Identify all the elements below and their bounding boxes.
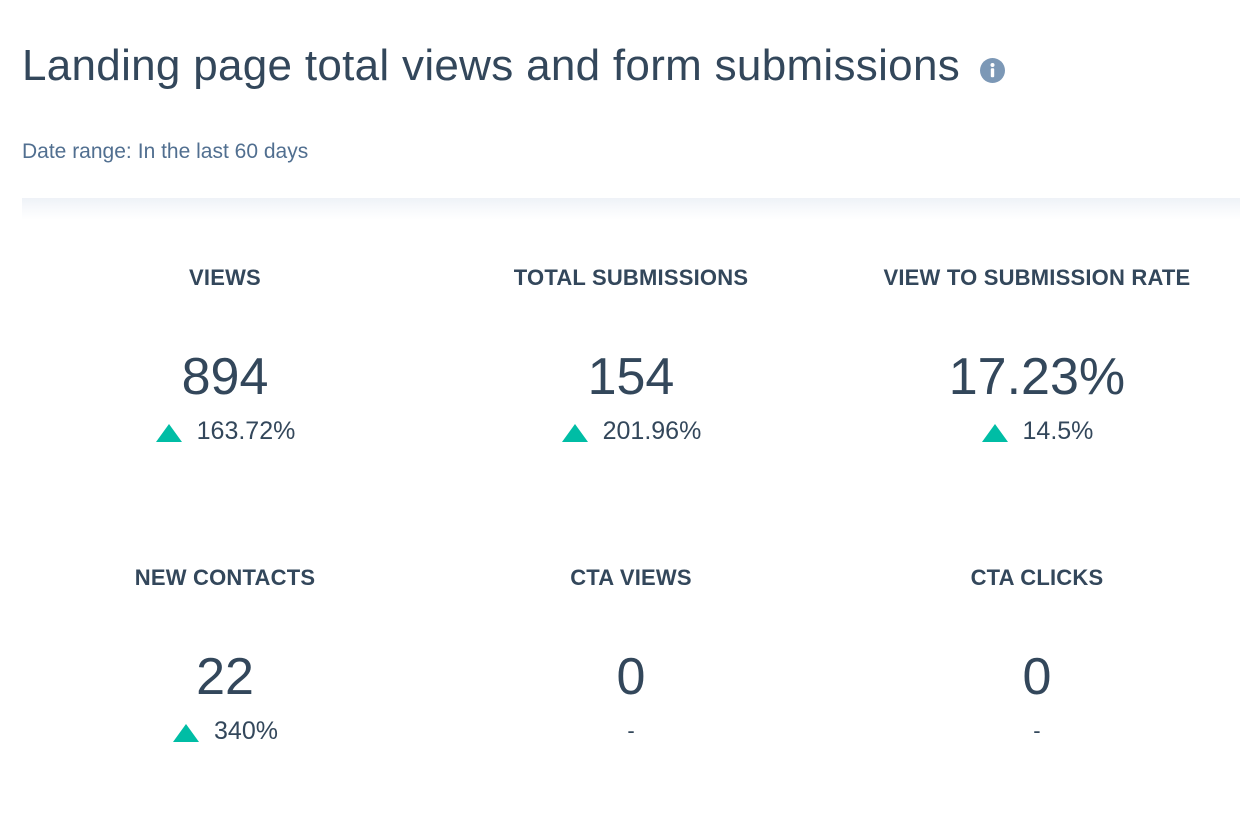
kpi-value: 0: [616, 648, 646, 706]
kpi-cta-views: CTA VIEWS 0 -: [428, 540, 834, 840]
kpi-label: VIEWS: [189, 265, 261, 290]
kpi-change-value: -: [627, 718, 635, 743]
kpi-label: VIEW TO SUBMISSION RATE: [883, 265, 1191, 290]
report-title: Landing page total views and form submis…: [22, 41, 961, 90]
date-range: Date range: In the last 60 days: [22, 140, 308, 164]
triangle-up-icon: [981, 421, 1009, 442]
triangle-up-icon: [561, 421, 589, 442]
kpi-new-contacts: NEW CONTACTS 22 340%: [22, 540, 428, 840]
kpi-change: -: [1033, 713, 1040, 749]
kpi-change-value: 201.96%: [602, 416, 702, 445]
info-circle-icon[interactable]: [980, 57, 1006, 83]
kpi-label: NEW CONTACTS: [134, 565, 316, 590]
kpi-value: 0: [1022, 648, 1052, 706]
kpi-value: 894: [181, 348, 269, 406]
kpi-change: 163.72%: [155, 413, 296, 449]
date-range-label: Date range:: [22, 140, 132, 163]
kpi-change: 14.5%: [981, 413, 1094, 449]
kpi-total-submissions: TOTAL SUBMISSIONS 154 201.96%: [428, 240, 834, 540]
kpi-label: CTA CLICKS: [970, 565, 1104, 590]
kpi-value: 22: [196, 648, 254, 706]
triangle-up-icon: [155, 421, 183, 442]
kpi-change: 201.96%: [561, 413, 702, 449]
kpi-value: 154: [587, 348, 675, 406]
kpi-change: 340%: [172, 713, 278, 749]
triangle-up-icon: [172, 721, 200, 742]
kpi-cta-clicks: CTA CLICKS 0 -: [834, 540, 1240, 840]
kpi-grid: VIEWS 894 163.72% TOTAL SUBMISSIONS 154 …: [22, 240, 1240, 840]
kpi-change-value: 163.72%: [196, 416, 296, 445]
kpi-change: -: [627, 713, 634, 749]
kpi-value: 17.23%: [948, 348, 1126, 406]
report-header: Landing page total views and form submis…: [22, 38, 1006, 94]
kpi-view-to-submission-rate: VIEW TO SUBMISSION RATE 17.23% 14.5%: [834, 240, 1240, 540]
kpi-row: VIEWS 894 163.72% TOTAL SUBMISSIONS 154 …: [22, 240, 1240, 540]
kpi-change-value: 340%: [214, 716, 278, 745]
kpi-views: VIEWS 894 163.72%: [22, 240, 428, 540]
section-divider: [22, 198, 1240, 220]
kpi-change-value: -: [1033, 718, 1041, 743]
kpi-label: TOTAL SUBMISSIONS: [513, 265, 749, 290]
kpi-row: NEW CONTACTS 22 340% CTA VIEWS 0 - CTA C…: [22, 540, 1240, 840]
date-range-value: In the last 60 days: [137, 140, 309, 163]
kpi-label: CTA VIEWS: [570, 565, 692, 590]
kpi-change-value: 14.5%: [1022, 416, 1094, 445]
